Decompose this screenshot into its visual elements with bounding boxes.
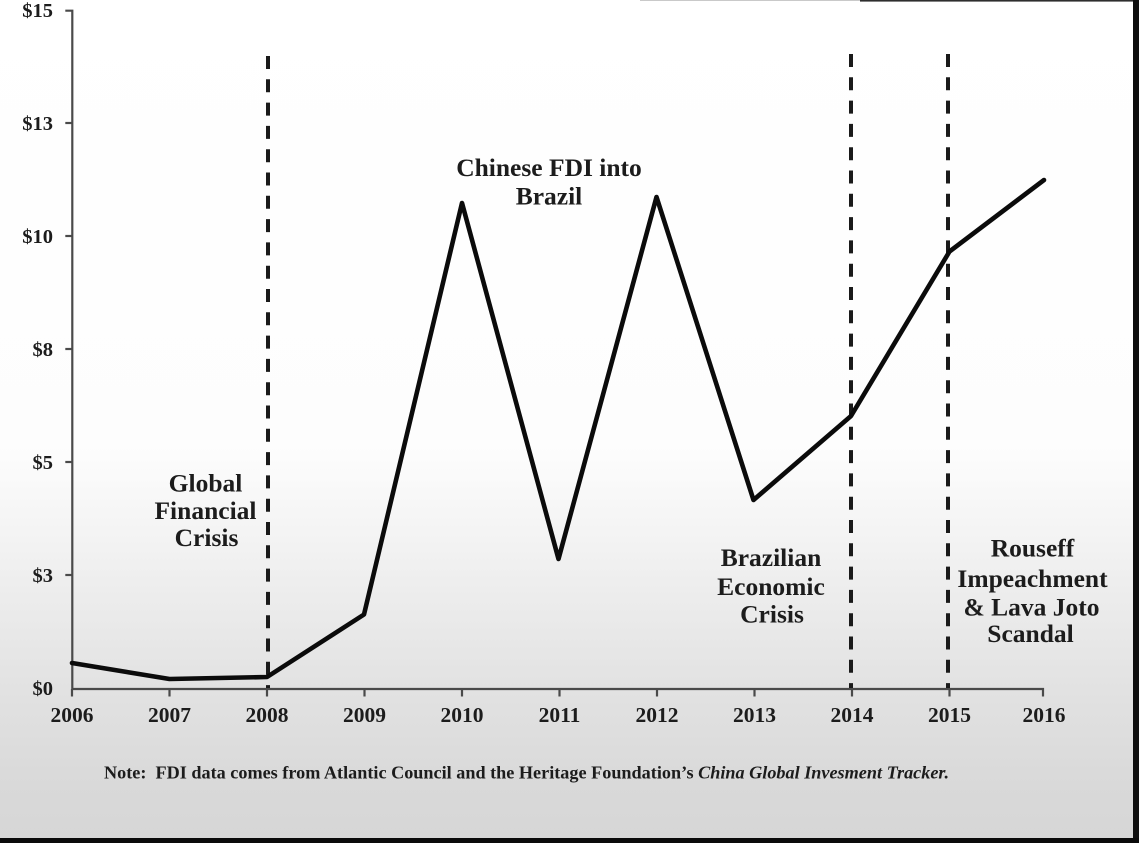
svg-text:$0: $0 — [33, 678, 54, 700]
svg-text:Financial: Financial — [154, 496, 256, 525]
svg-text:Note: FDI data comes from Atl: Note: FDI data comes from Atlantic Counc… — [104, 763, 949, 783]
svg-text:2014: 2014 — [831, 703, 874, 727]
svg-text:Brazilian: Brazilian — [721, 543, 822, 572]
svg-text:Chinese FDI into: Chinese FDI into — [456, 153, 642, 182]
svg-text:$10: $10 — [22, 226, 53, 248]
svg-text:$15: $15 — [22, 0, 53, 22]
svg-text:Impeachment: Impeachment — [957, 564, 1108, 593]
svg-text:Global: Global — [169, 469, 243, 498]
svg-text:$5: $5 — [33, 452, 54, 474]
svg-text:2011: 2011 — [539, 703, 581, 727]
svg-text:Crisis: Crisis — [175, 523, 239, 552]
svg-text:2007: 2007 — [148, 703, 191, 727]
svg-text:2015: 2015 — [928, 703, 971, 727]
svg-text:2013: 2013 — [733, 703, 776, 727]
svg-text:2006: 2006 — [51, 703, 94, 727]
svg-text:$3: $3 — [33, 565, 54, 587]
svg-text:2012: 2012 — [636, 703, 679, 727]
svg-text:2010: 2010 — [441, 703, 484, 727]
svg-text:$8: $8 — [33, 339, 54, 361]
svg-text:2008: 2008 — [246, 703, 289, 727]
svg-text:& Lava Joto: & Lava Joto — [964, 593, 1100, 622]
svg-text:2009: 2009 — [343, 703, 386, 727]
svg-text:Scandal: Scandal — [987, 619, 1073, 648]
svg-text:Brazil: Brazil — [516, 182, 583, 211]
svg-text:Economic: Economic — [717, 572, 825, 601]
svg-text:Crisis: Crisis — [740, 600, 804, 629]
svg-text:$13: $13 — [22, 113, 53, 135]
svg-text:2016: 2016 — [1023, 703, 1066, 727]
svg-text:Rouseff: Rouseff — [991, 534, 1075, 563]
